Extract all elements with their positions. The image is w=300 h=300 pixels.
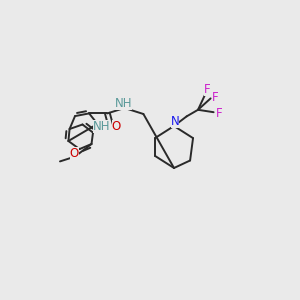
Text: N: N (170, 115, 179, 128)
Text: O: O (70, 147, 79, 160)
Text: F: F (204, 83, 211, 96)
Text: NH: NH (115, 97, 132, 110)
Text: F: F (216, 107, 222, 120)
Text: O: O (112, 120, 121, 133)
Text: NH: NH (93, 120, 110, 133)
Text: F: F (212, 91, 219, 104)
